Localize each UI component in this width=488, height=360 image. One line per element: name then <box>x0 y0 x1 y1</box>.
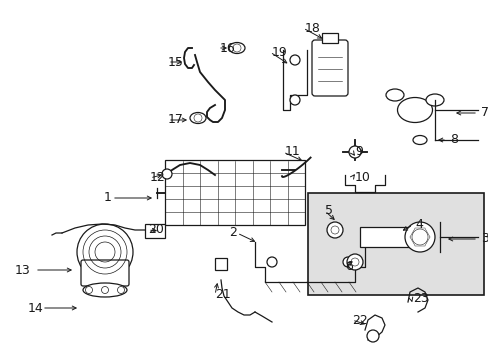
Ellipse shape <box>190 112 205 123</box>
Text: 17: 17 <box>168 113 183 126</box>
Text: 10: 10 <box>354 171 370 184</box>
Circle shape <box>330 226 338 234</box>
Circle shape <box>289 95 299 105</box>
Text: 11: 11 <box>285 145 300 158</box>
Text: 14: 14 <box>28 301 43 315</box>
Ellipse shape <box>83 283 127 297</box>
Bar <box>164 160 305 225</box>
Bar <box>215 258 226 270</box>
Text: 4: 4 <box>414 219 422 231</box>
Bar <box>359 227 414 247</box>
Text: 1: 1 <box>104 192 112 204</box>
Text: 6: 6 <box>345 261 352 274</box>
Circle shape <box>117 287 124 293</box>
Text: 13: 13 <box>15 264 31 276</box>
Circle shape <box>348 146 360 158</box>
Text: 16: 16 <box>220 41 235 54</box>
Bar <box>145 224 164 238</box>
Circle shape <box>366 330 378 342</box>
Text: 23: 23 <box>412 292 428 305</box>
Text: 21: 21 <box>215 288 230 301</box>
Circle shape <box>266 257 276 267</box>
Text: 15: 15 <box>168 55 183 68</box>
Text: 22: 22 <box>351 314 367 327</box>
Circle shape <box>232 44 241 52</box>
Circle shape <box>346 254 362 270</box>
FancyBboxPatch shape <box>311 40 347 96</box>
Text: 9: 9 <box>354 145 362 158</box>
Text: 19: 19 <box>271 45 287 58</box>
Circle shape <box>194 114 202 122</box>
Ellipse shape <box>425 94 443 106</box>
Circle shape <box>85 287 92 293</box>
Circle shape <box>102 287 108 293</box>
Circle shape <box>411 229 427 245</box>
Text: 2: 2 <box>229 226 237 239</box>
FancyBboxPatch shape <box>81 260 129 286</box>
Text: 5: 5 <box>325 204 332 217</box>
Text: 8: 8 <box>449 134 457 147</box>
Text: 3: 3 <box>480 233 488 246</box>
Ellipse shape <box>385 89 403 101</box>
Circle shape <box>77 224 133 280</box>
Ellipse shape <box>397 98 431 122</box>
Circle shape <box>342 257 352 267</box>
Circle shape <box>289 55 299 65</box>
Bar <box>307 193 483 295</box>
Text: 20: 20 <box>148 224 163 237</box>
Text: 7: 7 <box>480 107 488 120</box>
Circle shape <box>162 169 172 179</box>
Circle shape <box>326 222 342 238</box>
Circle shape <box>404 222 434 252</box>
Ellipse shape <box>228 42 244 54</box>
Ellipse shape <box>412 135 426 144</box>
Text: 18: 18 <box>305 22 320 35</box>
Bar <box>321 33 337 43</box>
Text: 12: 12 <box>150 171 165 184</box>
Circle shape <box>350 258 358 266</box>
